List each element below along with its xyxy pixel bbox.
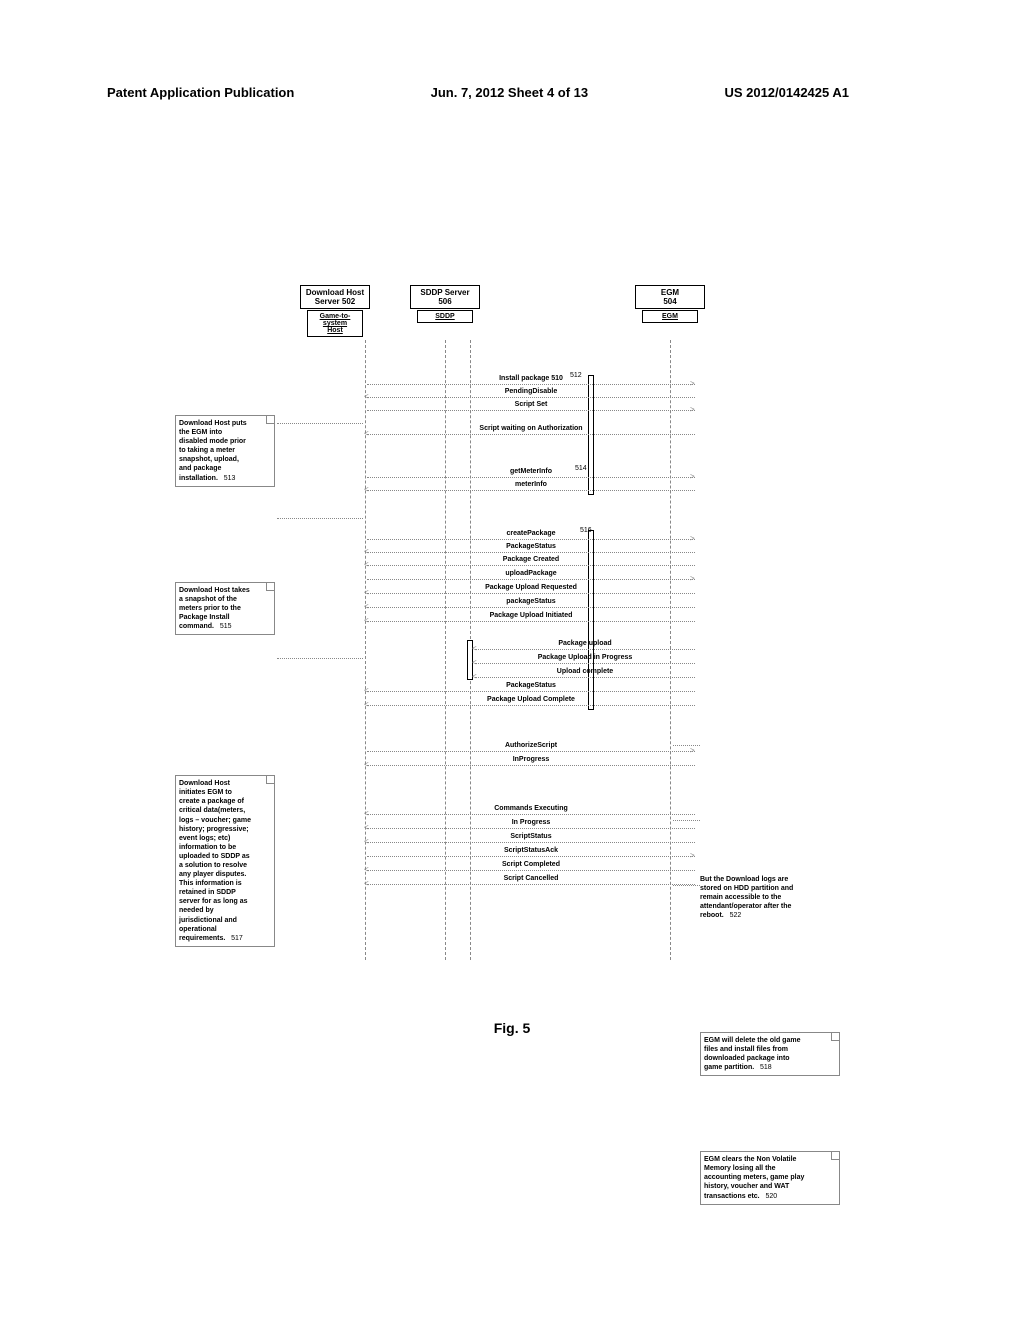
msg-line-15 [475,677,695,678]
msg-line-14 [475,663,695,664]
msg-ref-6: 516 [580,527,592,534]
participant-p1: Download HostServer 502 [300,285,370,309]
note-right-2: But the Download logs arestored on HDD p… [700,875,840,920]
msg-line-11 [367,607,695,608]
msg-line-21 [367,828,695,829]
msg-ref-4: 514 [575,465,587,472]
msg-label-14: Package Upload in Progress [475,654,695,661]
msg-line-8 [367,565,695,566]
msg-label-15: Upload complete [475,668,695,675]
msg-line-17 [367,705,695,706]
msg-label-8: Package Created [367,556,695,563]
note-right-0: EGM will delete the old gamefiles and in… [700,1032,840,1076]
msg-label-19: InProgress [367,756,695,763]
msg-line-24 [367,870,695,871]
figure-label: Fig. 5 [0,1020,1024,1036]
page-header: Patent Application Publication Jun. 7, 2… [0,0,1024,100]
msg-label-12: Package Upload Initiated [367,612,695,619]
msg-line-3 [367,434,695,435]
msg-line-4 [367,477,695,478]
msg-label-21: In Progress [367,819,695,826]
msg-line-13 [475,649,695,650]
msg-line-9 [367,579,695,580]
msg-line-2 [367,410,695,411]
note-left-1: Download Host takesa snapshot of themete… [175,582,275,635]
msg-line-23 [367,856,695,857]
participant-sub-p3: EGM [642,310,698,323]
msg-line-19 [367,765,695,766]
msg-line-6 [367,539,695,540]
msg-label-13: Package upload [475,640,695,647]
msg-label-23: ScriptStatusAck [367,847,695,854]
sequence-diagram: Download HostServer 502Game-to-systemHos… [175,285,895,985]
msg-label-5: meterInfo [367,481,695,488]
header-right: US 2012/0142425 A1 [724,85,849,100]
msg-line-5 [367,490,695,491]
msg-label-6: createPackage [367,530,695,537]
msg-label-16: PackageStatus [367,682,695,689]
participant-p2: SDDP Server506 [410,285,480,309]
note-right-1: EGM clears the Non VolatileMemory losing… [700,1151,840,1204]
participant-sub-p1: Game-to-systemHost [307,310,363,337]
msg-line-10 [367,593,695,594]
msg-line-0 [367,384,695,385]
msg-line-22 [367,842,695,843]
msg-line-12 [367,621,695,622]
header-center: Jun. 7, 2012 Sheet 4 of 13 [431,85,589,100]
msg-label-20: Commands Executing [367,805,695,812]
msg-label-17: Package Upload Complete [367,696,695,703]
msg-label-1: PendingDisable [367,388,695,395]
msg-label-10: Package Upload Requested [367,584,695,591]
msg-label-25: Script Cancelled [367,875,695,882]
msg-ref-0: 512 [570,372,582,379]
note-left-2: Download Hostinitiates EGM tocreate a pa… [175,775,275,947]
note-left-0: Download Host putsthe EGM intodisabled m… [175,415,275,487]
msg-label-22: ScriptStatus [367,833,695,840]
msg-label-18: AuthorizeScript [367,742,695,749]
msg-line-1 [367,397,695,398]
msg-label-2: Script Set [367,401,695,408]
msg-label-3: Script waiting on Authorization [367,425,695,432]
participant-sub-p2: SDDP [417,310,473,323]
msg-line-7 [367,552,695,553]
msg-line-16 [367,691,695,692]
header-left: Patent Application Publication [107,85,294,100]
msg-label-7: PackageStatus [367,543,695,550]
msg-label-11: packageStatus [367,598,695,605]
msg-label-9: uploadPackage [367,570,695,577]
msg-line-20 [367,814,695,815]
msg-line-25 [367,884,695,885]
msg-label-4: getMeterInfo [367,468,695,475]
msg-label-0: Install package 510 [367,375,695,382]
msg-line-18 [367,751,695,752]
msg-label-24: Script Completed [367,861,695,868]
participant-p3: EGM504 [635,285,705,309]
